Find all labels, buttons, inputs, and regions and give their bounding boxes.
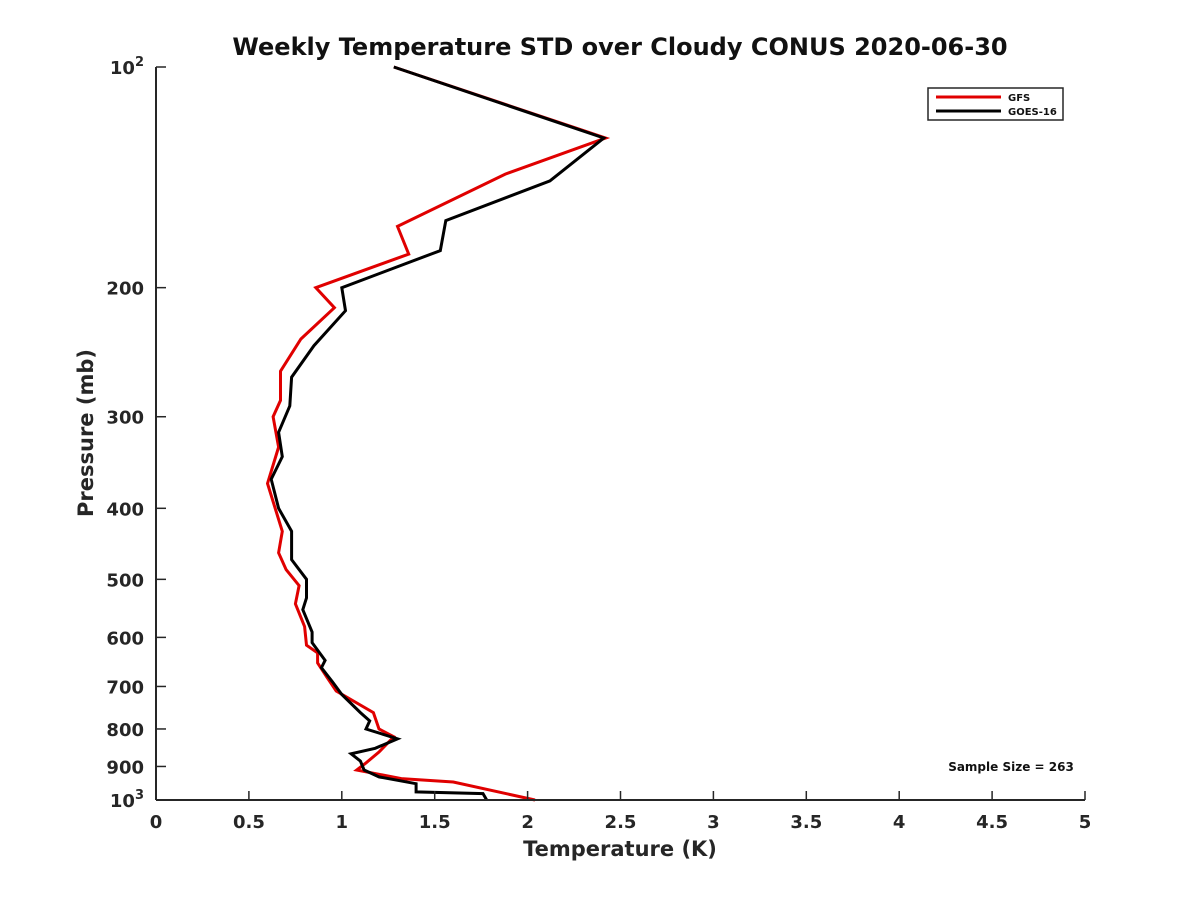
x-tick-label: 2 [521,812,534,833]
y-tick-label: 500 [106,570,144,591]
x-tick-label: 4 [893,812,906,833]
x-tick-label: 1.5 [419,812,451,833]
y-tick-label: 200 [106,279,144,300]
y-tick-label: 300 [106,408,144,429]
x-tick-label: 1 [336,812,349,833]
sample-size-annotation: Sample Size = 263 [948,760,1074,774]
y-tick-label: 400 [106,499,144,520]
series-line-goes16 [269,65,607,801]
x-axis-label: Temperature (K) [523,837,717,861]
y-tick-label: 102 [110,55,144,79]
y-tick-label: 900 [106,757,144,778]
x-tick-label: 4.5 [976,812,1008,833]
legend: GFS GOES-16 [927,87,1064,121]
y-axis-label: Pressure (mb) [74,349,98,517]
legend-box [927,87,1064,121]
x-tick-label: 3.5 [790,812,822,833]
x-tick-label: 2.5 [605,812,637,833]
x-tick-label: 5 [1079,812,1092,833]
y-tick-label: 103 [110,788,144,812]
series-line-gfs [265,65,611,802]
legend-label-gfs: GFS [1008,93,1030,104]
y-ticks: 102 200 300 400 500 600 700 800 900 103 [106,55,166,812]
y-tick-label: 600 [106,628,144,649]
x-tick-label: 0 [150,812,163,833]
x-tick-label: 3 [707,812,720,833]
chart-title: Weekly Temperature STD over Cloudy CONUS… [232,33,1007,61]
plot-lines [265,65,611,802]
x-tick-label: 0.5 [233,812,265,833]
y-tick-label: 800 [106,720,144,741]
y-tick-label: 700 [106,677,144,698]
x-ticks: 0 0.5 1 1.5 2 2.5 3 3.5 4 4.5 5 [150,791,1092,833]
legend-label-goes16: GOES-16 [1008,107,1057,118]
